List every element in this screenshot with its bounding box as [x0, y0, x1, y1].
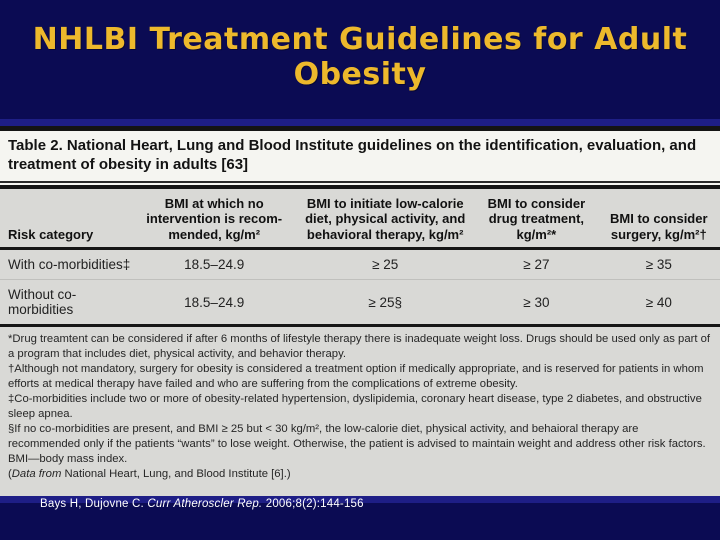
citation-rest: 2006;8(2):144-156: [262, 498, 364, 510]
cell-risk-with: With co-morbidities‡: [0, 248, 134, 281]
cell-without-lifestyle: ≥ 25§: [295, 279, 476, 328]
citation: Bays H, Dujovne C. Curr Atheroscler Rep.…: [40, 498, 364, 510]
caption-divider-thick: [0, 185, 720, 190]
cell-without-drug: ≥ 30: [475, 279, 598, 328]
footnote-comorbidities: ‡Co-morbidities include two or more of o…: [8, 393, 702, 421]
table-row: With co-morbidities‡ 18.5–24.9 ≥ 25 ≥ 27…: [0, 248, 720, 281]
col-header-drug-treatment: BMI to consider drug treatment, kg/m²*: [475, 189, 598, 251]
footnote-no-comorbidities: §If no co-morbidities are present, and B…: [8, 423, 706, 451]
col-header-risk-category: Risk category: [0, 189, 134, 251]
caption-divider-gap: [0, 183, 720, 186]
cell-with-drug: ≥ 27: [475, 248, 598, 281]
citation-journal: Curr Atheroscler Rep.: [147, 498, 263, 510]
table-header-row: Risk category BMI at which no interventi…: [0, 189, 720, 251]
slide-title: NHLBI Treatment Guidelines for Adult Obe…: [0, 22, 720, 92]
cell-without-no-intervention: 18.5–24.9: [133, 279, 296, 328]
footnote-data-source: (Data from National Heart, Lung, and Blo…: [8, 467, 712, 482]
caption-divider-thin: [0, 181, 720, 184]
cell-with-surgery: ≥ 35: [597, 248, 720, 281]
footnote-drug-treatment: *Drug treamtent can be considered if aft…: [8, 333, 711, 361]
journal-table-image: Table 2. National Heart, Lung and Blood …: [0, 119, 720, 504]
slide-title-line1: NHLBI Treatment Guidelines for Adult: [32, 22, 688, 57]
table-caption: Table 2. National Heart, Lung and Blood …: [0, 131, 720, 182]
citation-authors: Bays H, Dujovne C.: [40, 498, 148, 510]
table-footnotes: *Drug treamtent can be considered if aft…: [0, 327, 720, 496]
table-top-rule: [0, 126, 720, 131]
source-italic: Data from: [11, 468, 62, 481]
slide-title-line2: Obesity: [293, 57, 427, 92]
footnote-surgery: †Although not mandatory, surgery for obe…: [8, 363, 704, 391]
guidelines-table: Risk category BMI at which no interventi…: [0, 189, 720, 328]
cell-risk-without: Without co-morbidities: [0, 279, 134, 328]
col-header-lifestyle-therapy: BMI to initiate low-calorie diet, physic…: [295, 189, 476, 251]
cell-without-surgery: ≥ 40: [597, 279, 720, 328]
cell-with-lifestyle: ≥ 25: [295, 248, 476, 281]
col-header-surgery: BMI to consider surgery, kg/m²†: [597, 189, 720, 251]
cell-with-no-intervention: 18.5–24.9: [133, 248, 296, 281]
source-rest: National Heart, Lung, and Blood Institut…: [61, 468, 291, 481]
source-open: (: [8, 468, 12, 481]
footnote-bmi-abbrev: BMI—body mass index.: [8, 453, 128, 466]
table-row: Without co-morbidities 18.5–24.9 ≥ 25§ ≥…: [0, 279, 720, 328]
col-header-no-intervention: BMI at which no intervention is recom- m…: [133, 189, 296, 251]
